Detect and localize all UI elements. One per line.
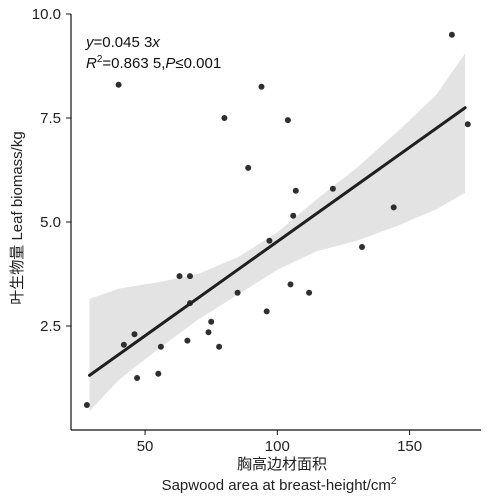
data-point: [259, 84, 265, 90]
data-point: [158, 344, 164, 350]
confidence-band-layer: [90, 54, 466, 412]
data-point: [285, 117, 291, 123]
x-tick-label: 100: [265, 438, 290, 455]
confidence-band: [90, 54, 466, 412]
fit-line-layer: [90, 108, 466, 376]
data-point: [266, 238, 272, 244]
fit-line: [90, 108, 466, 376]
data-point: [134, 375, 140, 381]
data-point: [216, 344, 222, 350]
data-point: [208, 319, 214, 325]
x-tick-label: 50: [137, 438, 154, 455]
p-P: P: [165, 55, 175, 72]
x-tick-label: 150: [397, 438, 422, 455]
y-axis-title: 叶生物量 Leaf biomass/kg: [9, 131, 26, 304]
data-point: [221, 115, 227, 121]
equation-rest: =0.045 3: [94, 34, 153, 51]
data-point: [449, 32, 455, 38]
x-axis-title-sup: 2: [391, 476, 397, 487]
r2-R: R: [86, 55, 97, 72]
r2-rest: =0.863 5,: [102, 55, 165, 72]
data-point: [206, 329, 212, 335]
data-point: [116, 82, 122, 88]
data-point: [293, 188, 299, 194]
data-point: [184, 338, 190, 344]
equation-x: x: [151, 34, 160, 51]
data-point: [155, 371, 161, 377]
data-point: [264, 308, 270, 314]
y-tick-label: 5.0: [40, 214, 61, 231]
data-point: [187, 273, 193, 279]
y-tick-label: 7.5: [40, 110, 61, 127]
annotation-r2: R2=0.863 5,P≤0.001: [86, 54, 221, 72]
data-point: [391, 204, 397, 210]
data-point: [132, 331, 138, 337]
y-tick-label: 2.5: [40, 318, 61, 335]
data-point: [121, 342, 127, 348]
p-rest: ≤0.001: [175, 55, 221, 72]
data-point: [465, 121, 471, 127]
data-point: [330, 186, 336, 192]
data-point: [359, 244, 365, 250]
data-point: [288, 281, 294, 287]
data-point: [84, 402, 90, 408]
x-axis-title-cn: 胸高边材面积: [237, 456, 327, 473]
data-point: [177, 273, 183, 279]
data-point: [235, 290, 241, 296]
x-axis-title-en-text: Sapwood area at breast-height/cm: [162, 477, 391, 494]
annotation-equation: y=0.045 3x: [85, 34, 160, 51]
x-axis-title-en: Sapwood area at breast-height/cm2: [162, 476, 397, 494]
data-point: [245, 165, 251, 171]
data-point: [306, 290, 312, 296]
data-point: [290, 213, 296, 219]
y-tick-label: 10.0: [32, 6, 61, 23]
